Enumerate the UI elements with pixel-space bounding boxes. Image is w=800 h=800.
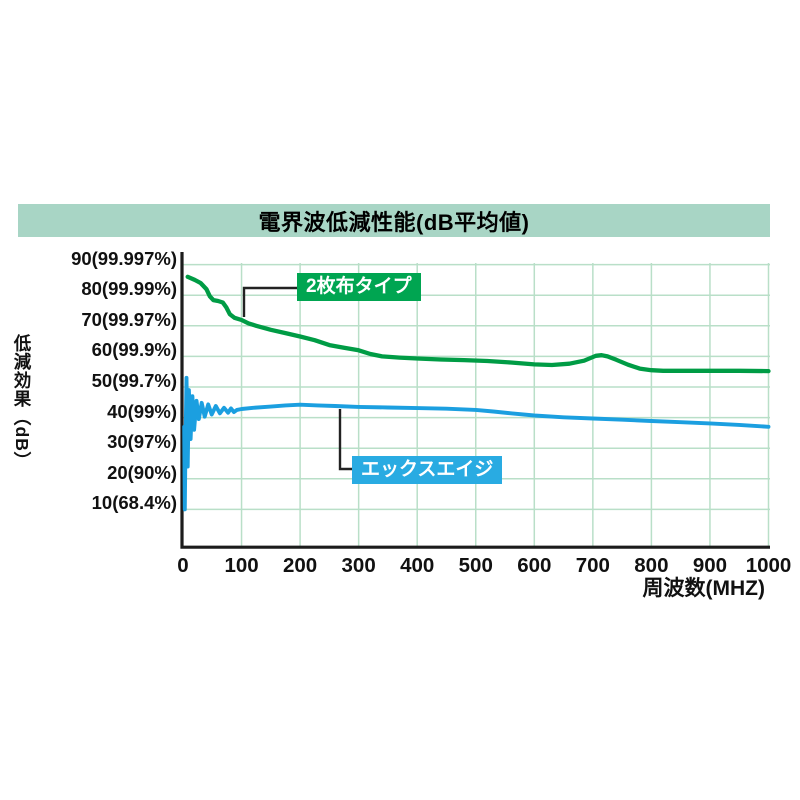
chart-title-banner: 電界波低減性能(dB平均値) [18,204,770,237]
x-axis-title: 周波数(MHZ) [642,577,765,600]
callout-connector-1 [338,409,353,471]
x-tick-label-200: 200 [282,554,318,577]
y-tick-label-90: 90(99.997%) [71,247,177,269]
x-tick-label-900: 900 [692,554,728,577]
x-tick-label-0: 0 [177,554,189,577]
y-tick-label-60: 60(99.9%) [91,339,177,361]
y-tick-label-40: 40(99%) [107,400,177,422]
series-callout-cloth-type: 2枚布タイプ [297,273,421,301]
x-tick-label-400: 400 [400,554,435,577]
y-tick-label-50: 50(99.7%) [91,370,177,391]
x-tick-label-100: 100 [224,554,259,577]
y-axis-title: 低減効果（dB） [12,334,32,471]
x-tick-label-500: 500 [458,554,493,577]
x-tick-label-700: 700 [575,554,610,577]
y-tick-label-30: 30(97%) [107,431,177,453]
callout-connector-0 [242,286,298,317]
series-line-1 [182,375,771,512]
x-tick-label-1000: 1000 [745,554,792,577]
y-tick-label-10: 10(68.4%) [91,492,177,514]
x-tick-label-800: 800 [634,554,669,577]
y-tick-label-80: 80(99.99%) [81,278,177,300]
series-line-0 [185,274,771,374]
axis-lines [180,252,770,549]
y-tick-label-20: 20(90%) [107,461,177,483]
y-tick-label-70: 70(99.97%) [81,308,177,330]
x-tick-label-300: 300 [341,554,376,577]
chart-title: 電界波低減性能(dB平均値) [258,209,530,235]
x-tick-label-600: 600 [517,554,552,577]
series-callout-xage: エックスエイジ [352,456,503,484]
